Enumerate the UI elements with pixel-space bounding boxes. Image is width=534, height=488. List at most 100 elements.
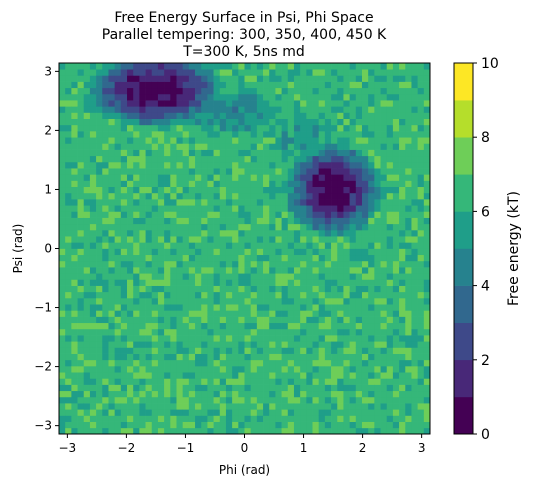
heatmap-cell: [256, 359, 264, 367]
heatmap-cell: [207, 359, 214, 367]
heatmap-cell: [250, 112, 258, 119]
heatmap-cell: [269, 143, 276, 150]
heatmap-cell: [281, 180, 289, 188]
heatmap-cell: [355, 174, 363, 181]
heatmap-cell: [281, 378, 289, 385]
heatmap-cell: [250, 384, 258, 392]
heatmap-cells: [59, 63, 431, 435]
heatmap-cell: [219, 421, 227, 429]
heatmap-cell: [102, 81, 109, 89]
heatmap-cell: [195, 267, 202, 274]
heatmap-cell: [293, 365, 301, 373]
heatmap-cell: [176, 199, 184, 206]
heatmap-cell: [318, 223, 326, 231]
heatmap-cell: [355, 347, 363, 354]
heatmap-cell: [195, 260, 202, 268]
heatmap-cell: [182, 69, 190, 76]
heatmap-cell: [312, 205, 320, 212]
heatmap-cell: [182, 155, 190, 163]
heatmap-cell: [164, 131, 171, 138]
heatmap-cell: [96, 297, 103, 305]
heatmap-cell: [182, 347, 190, 354]
heatmap-cell: [170, 131, 177, 138]
heatmap-cell: [361, 93, 369, 101]
heatmap-cell: [281, 279, 289, 286]
heatmap-cell: [219, 396, 227, 404]
heatmap-cell: [139, 112, 146, 119]
heatmap-cell: [349, 365, 357, 373]
colorbar-band: [454, 248, 473, 286]
heatmap-cell: [195, 131, 202, 138]
heatmap-cell: [89, 365, 97, 373]
heatmap-cell: [380, 223, 388, 231]
heatmap-cell: [423, 248, 431, 256]
heatmap-cell: [318, 415, 326, 422]
heatmap-cell: [380, 63, 388, 70]
heatmap-cell: [399, 217, 406, 225]
heatmap-cell: [188, 347, 196, 354]
heatmap-cell: [176, 143, 184, 150]
heatmap-cell: [263, 236, 270, 243]
heatmap-cell: [256, 304, 264, 311]
heatmap-cell: [157, 279, 165, 286]
heatmap-cell: [250, 118, 258, 126]
heatmap-cell: [151, 291, 159, 299]
heatmap-cell: [59, 155, 66, 163]
heatmap-cell: [417, 403, 425, 410]
heatmap-cell: [102, 168, 109, 175]
heatmap-cell: [318, 322, 326, 330]
heatmap-cell: [151, 396, 159, 404]
heatmap-cell: [324, 384, 332, 392]
heatmap-cell: [392, 260, 400, 268]
heatmap-cell: [324, 100, 332, 107]
heatmap-cell: [127, 359, 134, 367]
heatmap-cell: [300, 217, 307, 225]
heatmap-cell: [89, 409, 97, 416]
heatmap-cell: [225, 304, 233, 311]
heatmap-cell: [89, 155, 97, 163]
heatmap-cell: [145, 186, 153, 194]
heatmap-cell: [139, 248, 146, 256]
heatmap-cell: [380, 211, 388, 218]
heatmap-cell: [133, 149, 140, 157]
heatmap-cell: [108, 100, 115, 107]
heatmap-cell: [201, 112, 208, 119]
heatmap-cell: [343, 100, 350, 107]
heatmap-cell: [188, 304, 196, 311]
heatmap-cell: [263, 260, 270, 268]
heatmap-cell: [188, 279, 196, 286]
heatmap-cell: [368, 93, 375, 101]
heatmap-cell: [392, 180, 400, 188]
heatmap-cell: [256, 168, 264, 175]
heatmap-cell: [157, 304, 165, 311]
heatmap-cell: [182, 378, 190, 385]
heatmap-cell: [157, 328, 165, 336]
heatmap-cell: [127, 118, 134, 126]
heatmap-cell: [182, 353, 190, 361]
heatmap-cell: [411, 396, 418, 404]
heatmap-cell: [256, 384, 264, 392]
heatmap-cell: [250, 87, 258, 95]
heatmap-cell: [269, 396, 276, 404]
heatmap-cell: [219, 87, 227, 95]
heatmap-cell: [232, 403, 239, 410]
heatmap-cell: [195, 396, 202, 404]
heatmap-cell: [256, 69, 264, 76]
heatmap-cell: [349, 359, 357, 367]
heatmap-cell: [411, 168, 418, 175]
heatmap-cell: [188, 81, 196, 89]
heatmap-cell: [89, 161, 97, 169]
heatmap-cell: [213, 248, 221, 256]
heatmap-cell: [164, 279, 171, 286]
heatmap-cell: [151, 186, 159, 194]
heatmap-cell: [361, 421, 369, 429]
heatmap-cell: [139, 359, 146, 367]
heatmap-cell: [423, 335, 431, 342]
heatmap-cell: [411, 390, 418, 398]
heatmap-cell: [133, 248, 140, 256]
heatmap-cell: [343, 365, 350, 373]
heatmap-cell: [83, 378, 91, 385]
heatmap-cell: [133, 229, 140, 237]
heatmap-cell: [287, 316, 295, 324]
heatmap-cell: [77, 267, 85, 274]
